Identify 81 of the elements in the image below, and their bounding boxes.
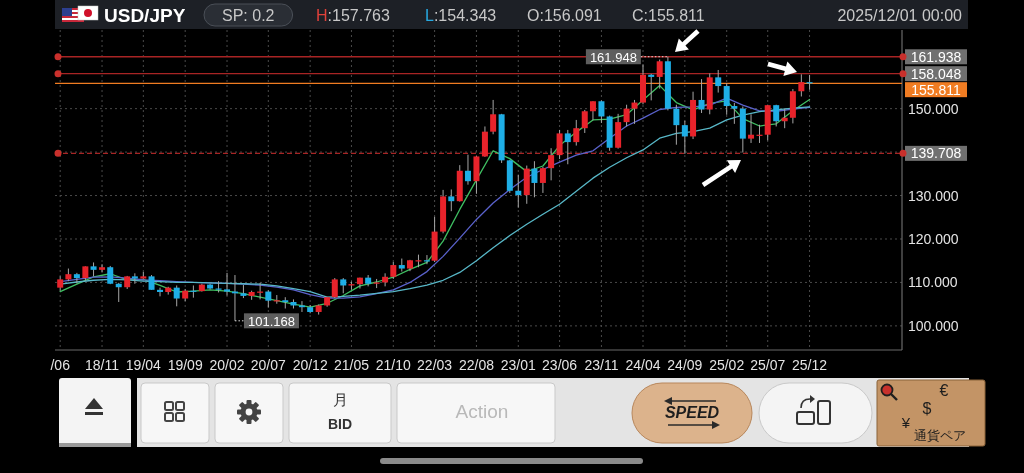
x-tick-label: 25/12 <box>792 357 828 373</box>
text: SP: 0.2 <box>222 7 275 24</box>
candlestick <box>648 73 655 101</box>
ref-line-label: 158.048 <box>910 65 962 82</box>
candlestick <box>656 59 663 90</box>
y-tick-label: 150.000 <box>908 100 959 117</box>
x-tick-label: 25/07 <box>750 357 786 373</box>
candlestick <box>73 272 80 284</box>
x-tick-label: /06 <box>50 357 71 373</box>
text: C:155.811 <box>632 7 705 24</box>
text: SPEED <box>664 404 720 421</box>
text: ¥ <box>900 414 911 431</box>
candlestick <box>282 296 289 310</box>
x-tick-label: 23/06 <box>542 357 578 373</box>
candlestick <box>581 109 588 134</box>
candlestick <box>623 104 630 127</box>
y-tick-label: 120.000 <box>908 230 959 247</box>
y-tick-label: 130.000 <box>908 187 959 204</box>
candlestick <box>731 102 738 125</box>
candlestick <box>298 300 305 313</box>
candlestick <box>573 119 580 147</box>
text: $ <box>922 400 932 417</box>
y-tick-label: 100.000 <box>908 317 959 334</box>
candlestick <box>131 272 138 285</box>
chart-title: USD/JPY <box>104 5 186 26</box>
candlestick <box>173 284 180 307</box>
x-tick-label: 24/04 <box>625 357 661 373</box>
x-tick-label: 19/09 <box>167 357 203 373</box>
candlestick <box>698 78 705 114</box>
annotation: 161.948 <box>589 49 637 65</box>
candlestick <box>631 99 638 125</box>
x-tick-label: 22/03 <box>417 357 453 373</box>
candlestick <box>681 120 688 155</box>
candlestick <box>673 104 680 146</box>
candlestick <box>531 160 538 198</box>
x-tick-label: 21/10 <box>375 357 412 373</box>
x-tick-label: 23/01 <box>500 357 537 373</box>
candlestick <box>548 147 555 181</box>
candlestick <box>748 113 755 144</box>
candlestick <box>589 100 596 121</box>
x-tick-label: 22/08 <box>458 357 495 373</box>
candlestick <box>464 154 471 186</box>
ref-line-label: 139.708 <box>910 145 962 162</box>
x-tick-label: 18/11 <box>85 357 120 373</box>
candlestick <box>356 277 363 290</box>
candlestick <box>448 188 455 212</box>
candlestick <box>331 277 338 299</box>
candlestick <box>224 272 231 296</box>
candlestick <box>365 274 372 287</box>
candlestick <box>556 129 563 160</box>
text: BID <box>327 416 353 432</box>
text: H:157.763 <box>316 7 390 24</box>
y-tick-label: 110.000 <box>908 274 958 291</box>
ref-line-label: 161.938 <box>910 48 962 65</box>
candlestick <box>798 73 805 97</box>
candlestick <box>539 166 546 194</box>
text: 月 <box>332 391 348 408</box>
candlestick <box>598 99 605 124</box>
candlestick <box>723 82 730 116</box>
candlestick <box>564 129 571 165</box>
x-tick-label: 19/04 <box>125 357 162 373</box>
candlestick <box>490 99 497 135</box>
annotation: 101.168 <box>247 313 295 329</box>
candlestick <box>99 263 106 273</box>
candlestick <box>515 174 522 209</box>
text: L:154.343 <box>425 7 497 24</box>
x-tick-label: 20/12 <box>292 357 328 373</box>
x-tick-label: 20/02 <box>209 357 245 373</box>
text: O:156.091 <box>527 7 602 24</box>
text: Action <box>455 401 509 422</box>
ref-line-label: 155.811 <box>911 81 961 98</box>
x-tick-label: 21/05 <box>333 357 370 373</box>
x-tick-label: 20/07 <box>250 357 287 373</box>
candlestick <box>157 287 164 297</box>
x-tick-label: 23/11 <box>584 357 619 373</box>
x-tick-label: 24/09 <box>667 357 703 373</box>
x-tick-label: 25/02 <box>709 357 745 373</box>
candlestick <box>715 69 722 94</box>
text: € <box>939 382 949 399</box>
text: 通貨ペア <box>914 428 966 443</box>
text: 2025/12/01 00:00 <box>837 7 963 24</box>
